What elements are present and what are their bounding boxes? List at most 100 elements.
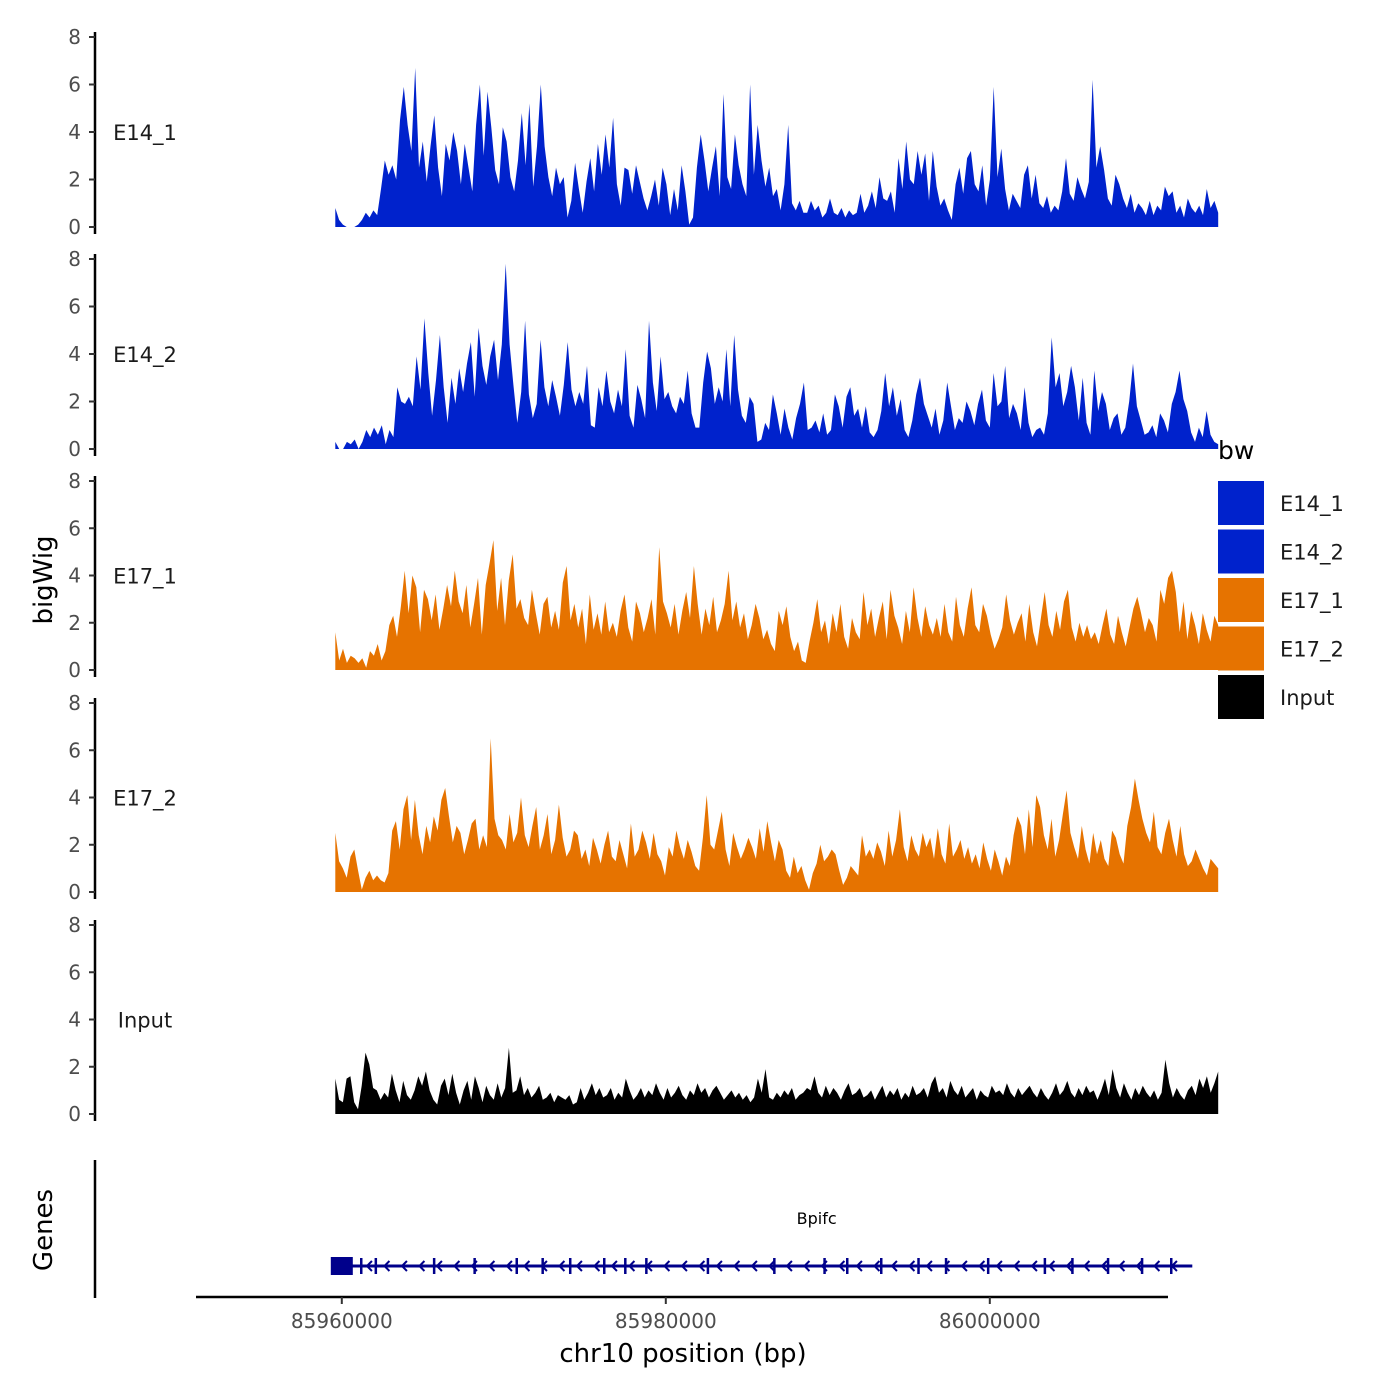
gene-name-label: Bpifc (797, 1209, 837, 1228)
strand-chevron (978, 1260, 986, 1272)
y-tick-label: 8 (68, 469, 81, 493)
strand-chevron (365, 1260, 373, 1272)
strand-chevron (523, 1260, 531, 1272)
strand-chevron (698, 1260, 706, 1272)
legend-swatch (1218, 626, 1264, 671)
strand-chevron (873, 1260, 881, 1272)
signal-area-e17-1 (335, 540, 1219, 670)
signal-area-input (335, 1047, 1219, 1114)
x-axis-title: chr10 position (bp) (559, 1339, 806, 1369)
legend: bw E14_1 E14_2 E17_1 E17_2 Input (1218, 436, 1344, 719)
y-tick-label: 8 (68, 691, 81, 715)
legend-label: E14_2 (1280, 541, 1344, 566)
y-axis-title: bigWig (29, 535, 59, 624)
track-label: Input (118, 1009, 172, 1033)
strand-chevron (715, 1260, 723, 1272)
y-tick-label: 6 (68, 73, 81, 97)
y-tick-label: 4 (68, 564, 81, 588)
legend-swatch (1218, 675, 1264, 719)
strand-chevron (995, 1260, 1003, 1272)
strand-chevron (1153, 1260, 1161, 1272)
y-tick-label: 4 (68, 120, 81, 144)
y-tick-label: 8 (68, 913, 81, 937)
y-tick-label: 8 (68, 247, 81, 271)
legend-swatch (1218, 481, 1264, 525)
strand-chevron (575, 1260, 583, 1272)
y-tick-label: 4 (68, 786, 81, 810)
strand-chevron (960, 1260, 968, 1272)
gene-panel: Bpifc (93, 1160, 1193, 1298)
legend-item-input: Input (1218, 675, 1334, 719)
strand-chevron (803, 1260, 811, 1272)
strand-chevron (558, 1260, 566, 1272)
y-tick-label: 0 (68, 215, 81, 239)
y-tick-label: 0 (68, 437, 81, 461)
y-tick-label: 6 (68, 295, 81, 319)
y-tick-label: 0 (68, 880, 81, 904)
strand-chevron (1065, 1260, 1073, 1272)
strand-chevron (1083, 1260, 1091, 1272)
legend-title: bw (1218, 436, 1254, 465)
y-tick-label: 6 (68, 738, 81, 762)
strand-chevron (733, 1260, 741, 1272)
strand-chevron (768, 1260, 776, 1272)
strand-chevron (838, 1260, 846, 1272)
strand-chevron (925, 1260, 933, 1272)
strand-chevron (593, 1260, 601, 1272)
legend-swatch (1218, 529, 1264, 574)
x-tick-label: 85960000 (291, 1309, 393, 1333)
track-label: E14_2 (113, 343, 177, 368)
strand-chevron (418, 1260, 426, 1272)
strand-chevron (488, 1260, 496, 1272)
track-e14-1: 0 2 4 6 8 E14_1 (68, 25, 1219, 239)
strand-chevron (750, 1260, 758, 1272)
legend-label: E17_2 (1280, 638, 1344, 663)
track-e17-2: 0 2 4 6 8 E17_2 (68, 691, 1219, 904)
bigwig-tracks: 0 2 4 6 8 E14_1 0 2 4 6 8 E14_2 0 2 4 6 8 E17_1 0 2 4 6 8 E17_2… (68, 25, 1219, 1126)
y-tick-label: 8 (68, 25, 81, 49)
strand-chevron (943, 1260, 951, 1272)
y-tick-label: 2 (68, 833, 81, 857)
legend-item-e14-1: E14_1 (1218, 481, 1344, 525)
y-tick-label: 6 (68, 516, 81, 540)
gene-panel-title: Genes (29, 1189, 59, 1271)
track-label: E17_1 (113, 565, 177, 590)
track-label: E17_2 (113, 787, 177, 812)
track-label: E14_1 (113, 121, 177, 146)
strand-chevron (1013, 1260, 1021, 1272)
strand-chevron (680, 1260, 688, 1272)
track-e14-2: 0 2 4 6 8 E14_2 (68, 247, 1219, 461)
legend-item-e14-2: E14_2 (1218, 529, 1344, 574)
y-tick-label: 6 (68, 960, 81, 984)
strand-chevron (610, 1260, 618, 1272)
y-tick-label: 0 (68, 658, 81, 682)
x-tick-label: 85980000 (615, 1309, 717, 1333)
y-tick-label: 4 (68, 1008, 81, 1032)
y-tick-label: 0 (68, 1102, 81, 1126)
strand-chevron (400, 1260, 408, 1272)
x-tick-label: 86000000 (939, 1309, 1041, 1333)
y-tick-label: 2 (68, 1055, 81, 1079)
gene-exon (330, 1257, 353, 1275)
signal-area-e14-1 (335, 67, 1219, 228)
legend-swatch (1218, 578, 1264, 622)
strand-chevron (1118, 1260, 1126, 1272)
strand-chevron (785, 1260, 793, 1272)
strand-chevron (628, 1260, 636, 1272)
y-tick-label: 2 (68, 168, 81, 192)
legend-item-e17-1: E17_1 (1218, 578, 1344, 622)
strand-chevron (908, 1260, 916, 1272)
legend-item-e17-2: E17_2 (1218, 626, 1344, 671)
y-tick-label: 4 (68, 342, 81, 366)
strand-chevron (855, 1260, 863, 1272)
strand-chevron (1100, 1260, 1108, 1272)
signal-area-e14-2 (335, 263, 1219, 449)
y-tick-label: 2 (68, 390, 81, 414)
x-axis: 85960000 85980000 86000000 (196, 1295, 1168, 1333)
y-tick-label: 2 (68, 611, 81, 635)
legend-label: E17_1 (1280, 589, 1344, 614)
signal-area-e17-2 (335, 738, 1219, 892)
strand-chevron (1135, 1260, 1143, 1272)
strand-chevron (383, 1260, 391, 1272)
